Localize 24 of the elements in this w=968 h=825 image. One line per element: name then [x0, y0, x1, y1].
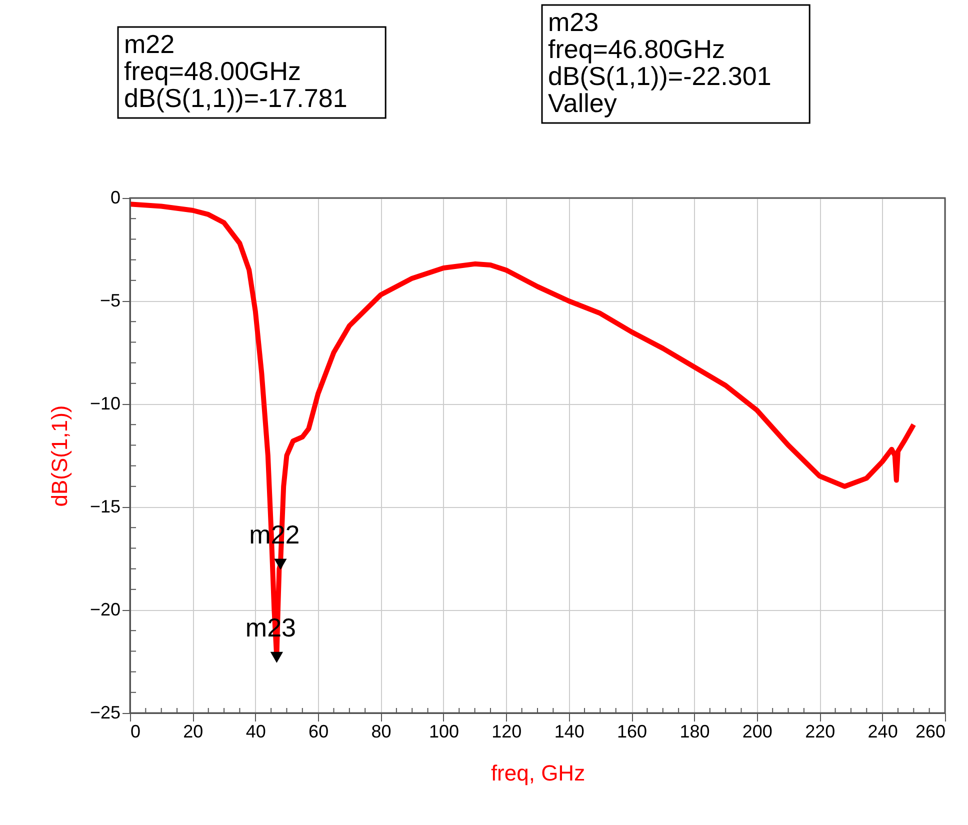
y-axis-title: dB(S(1,1)) [46, 405, 72, 507]
x-tick-label: 80 [371, 722, 392, 742]
x-tick-label: 260 [915, 722, 946, 742]
x-tick-label: 220 [805, 722, 836, 742]
x-tick-label: 40 [246, 722, 266, 742]
x-tick-label: 60 [308, 722, 329, 742]
x-tick-label: 100 [428, 722, 459, 742]
x-tick-label: 200 [742, 722, 772, 742]
y-tick-label: −15 [90, 496, 120, 516]
x-tick-label: 160 [617, 722, 648, 742]
y-tick-label: −20 [90, 600, 120, 620]
y-tick-label: −5 [100, 290, 120, 310]
y-tick-label: 0 [110, 188, 120, 208]
y-tick-label: −25 [90, 702, 120, 722]
text: m23 freq=46.80GHz dB(S(1,1))=-22.301 Valley [548, 7, 772, 118]
x-tick-label: 140 [554, 722, 584, 742]
text: m22 freq=48.00GHz dB(S(1,1))=-17.781 [124, 29, 348, 113]
x-tick-label: 180 [680, 722, 710, 742]
x-tick-label: 0 [130, 722, 141, 742]
x-tick-label: 240 [868, 722, 898, 742]
y-tick-label: −10 [90, 394, 120, 414]
x-tick-label: 120 [492, 722, 522, 742]
x-tick-label: 20 [183, 722, 204, 742]
x-axis-title: freq, GHz [490, 760, 586, 786]
